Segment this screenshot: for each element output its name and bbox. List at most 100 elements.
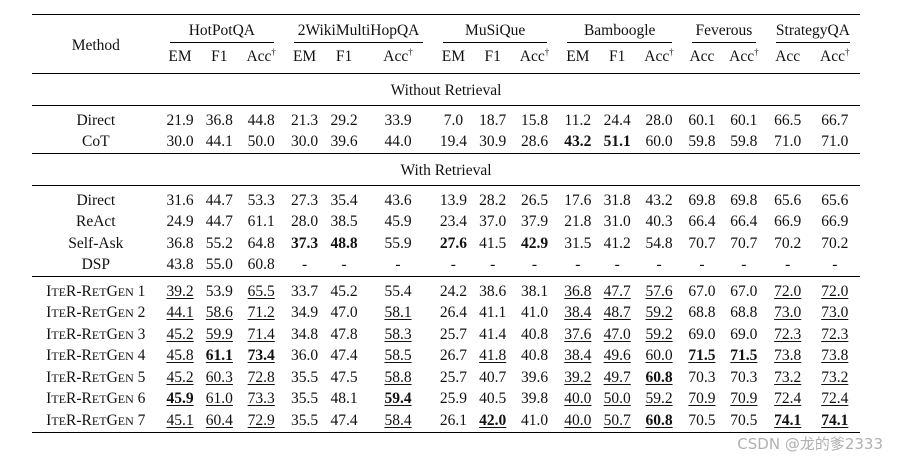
table-row: ITER-RETGEN 1 39.2 53.9 65.5 33.7 45.2 55.4 24.… bbox=[32, 281, 860, 303]
table-cell: 47.7 bbox=[598, 281, 636, 303]
table-cell: 38.1 bbox=[512, 281, 558, 303]
table-cell: 59.2 bbox=[636, 303, 682, 325]
table-cell: 59.8 bbox=[682, 132, 722, 154]
cell-value: 58.8 bbox=[384, 368, 412, 386]
cell-value: - bbox=[614, 256, 620, 274]
method-name: Direct bbox=[32, 190, 160, 212]
cell-value: 60.8 bbox=[645, 411, 673, 429]
table-cell: 68.8 bbox=[682, 303, 722, 325]
table-cell: 61.1 bbox=[200, 346, 238, 368]
cell-value: 70.5 bbox=[688, 411, 716, 429]
metric-label: Acc bbox=[775, 48, 801, 65]
cell-value: 37.9 bbox=[520, 213, 549, 231]
metric-header: EM bbox=[284, 46, 325, 74]
cell-value: 71.5 bbox=[730, 347, 758, 365]
cell-value: 70.3 bbox=[688, 368, 716, 386]
cell-value: 45.2 bbox=[166, 368, 194, 386]
table-cell: - bbox=[682, 255, 722, 277]
table-cell: 41.0 bbox=[512, 303, 558, 325]
method-name: ITER-RETGEN 2 bbox=[32, 303, 160, 325]
cell-value: 70.7 bbox=[688, 234, 716, 252]
table-cell: 41.8 bbox=[474, 346, 512, 368]
cell-value: 61.1 bbox=[205, 347, 233, 365]
cell-value: 13.9 bbox=[439, 191, 467, 209]
cell-value: 35.5 bbox=[291, 390, 319, 408]
cell-value: 72.8 bbox=[247, 368, 275, 386]
table-cell: 44.0 bbox=[363, 132, 433, 154]
table-cell: 53.9 bbox=[200, 281, 238, 303]
table-cell: 74.1 bbox=[765, 410, 810, 433]
table-cell: 49.7 bbox=[598, 367, 636, 389]
table-cell: 60.3 bbox=[200, 367, 238, 389]
table-cell: 51.1 bbox=[598, 132, 636, 154]
table-cell: 73.0 bbox=[766, 303, 810, 325]
cell-value: 69.8 bbox=[688, 191, 716, 209]
table-cell: 72.0 bbox=[766, 281, 810, 303]
table-cell: 39.6 bbox=[512, 367, 558, 389]
method-label: Direct bbox=[76, 111, 116, 129]
table-cell: 66.4 bbox=[722, 212, 766, 234]
cell-value: 71.0 bbox=[774, 133, 802, 151]
section-title: Without Retrieval bbox=[390, 82, 502, 99]
cell-value: 29.2 bbox=[330, 111, 358, 129]
cell-value: 59.2 bbox=[645, 325, 673, 343]
table-cell: 30.0 bbox=[284, 132, 325, 154]
header-row-datasets: Method HotPotQA 2WikiMultiHopQA MuSiQue Bamb… bbox=[32, 14, 860, 54]
cell-value: - bbox=[395, 256, 401, 274]
table-cell: 66.9 bbox=[766, 212, 810, 234]
cell-value: 67.0 bbox=[688, 282, 716, 300]
results-table: Method HotPotQA 2WikiMultiHopQA MuSiQue Bamb… bbox=[32, 14, 860, 433]
cell-value: 41.8 bbox=[479, 347, 507, 365]
table-cell: - bbox=[474, 255, 512, 277]
table-cell: 47.4 bbox=[325, 346, 363, 368]
table-cell: 69.0 bbox=[722, 324, 766, 346]
cell-value: 36.0 bbox=[291, 347, 319, 365]
cell-value: 60.0 bbox=[645, 133, 673, 151]
method-label: ITER-RETGEN 1 bbox=[46, 282, 146, 300]
cell-value: 69.0 bbox=[688, 325, 716, 343]
table-cell: 72.0 bbox=[810, 281, 860, 303]
cell-value: 72.3 bbox=[821, 325, 849, 343]
cell-value: 50.7 bbox=[603, 411, 631, 429]
table-cell: 70.5 bbox=[721, 410, 766, 433]
table-row: ITER-RETGEN 7 45.1 60.4 72.9 35.5 47.4 58.4 26.… bbox=[32, 410, 860, 433]
table-cell: 47.4 bbox=[325, 410, 364, 433]
cell-value: 37.0 bbox=[479, 213, 507, 231]
cell-value: 69.8 bbox=[730, 191, 758, 209]
table-cell: 73.8 bbox=[810, 346, 860, 368]
metric-label: EM bbox=[566, 48, 590, 65]
table-cell: 70.5 bbox=[681, 410, 722, 433]
table-cell: 26.1 bbox=[432, 410, 474, 433]
table-cell: 45.9 bbox=[363, 212, 433, 234]
cell-value: 39.8 bbox=[520, 390, 549, 408]
method-label: CoT bbox=[82, 133, 110, 151]
table-cell: 36.8 bbox=[200, 110, 238, 132]
cell-value: 60.1 bbox=[730, 111, 758, 129]
table-cell: 39.2 bbox=[160, 281, 201, 303]
table-cell: 71.4 bbox=[238, 324, 284, 346]
metric-header: F1 bbox=[474, 46, 512, 74]
cell-value: 44.0 bbox=[384, 133, 412, 151]
metric-header: F1 bbox=[598, 46, 636, 74]
cell-value: 66.4 bbox=[688, 213, 716, 231]
metric-header: Acc† bbox=[238, 46, 284, 74]
dagger-mark: † bbox=[544, 47, 550, 57]
table-cell: 38.4 bbox=[557, 303, 598, 325]
metric-header: Acc† bbox=[810, 46, 860, 74]
table-cell: 34.9 bbox=[284, 303, 325, 325]
metric-header: EM bbox=[557, 46, 598, 74]
section-header-row: Without Retrieval bbox=[32, 73, 860, 106]
cell-value: 72.9 bbox=[247, 411, 275, 429]
metric-label: F1 bbox=[609, 48, 626, 65]
cell-value: 51.1 bbox=[603, 133, 631, 151]
table-cell: 64.8 bbox=[238, 233, 284, 255]
table-cell: 41.2 bbox=[598, 233, 636, 255]
cell-value: 64.8 bbox=[247, 234, 275, 252]
table-cell: 47.0 bbox=[325, 303, 363, 325]
table-cell: 43.6 bbox=[363, 190, 433, 212]
cell-value: 45.2 bbox=[166, 325, 194, 343]
cell-value: 39.6 bbox=[330, 133, 358, 151]
method-label: DSP bbox=[81, 256, 111, 274]
cell-value: 11.2 bbox=[564, 111, 592, 129]
method-name: CoT bbox=[32, 132, 160, 154]
